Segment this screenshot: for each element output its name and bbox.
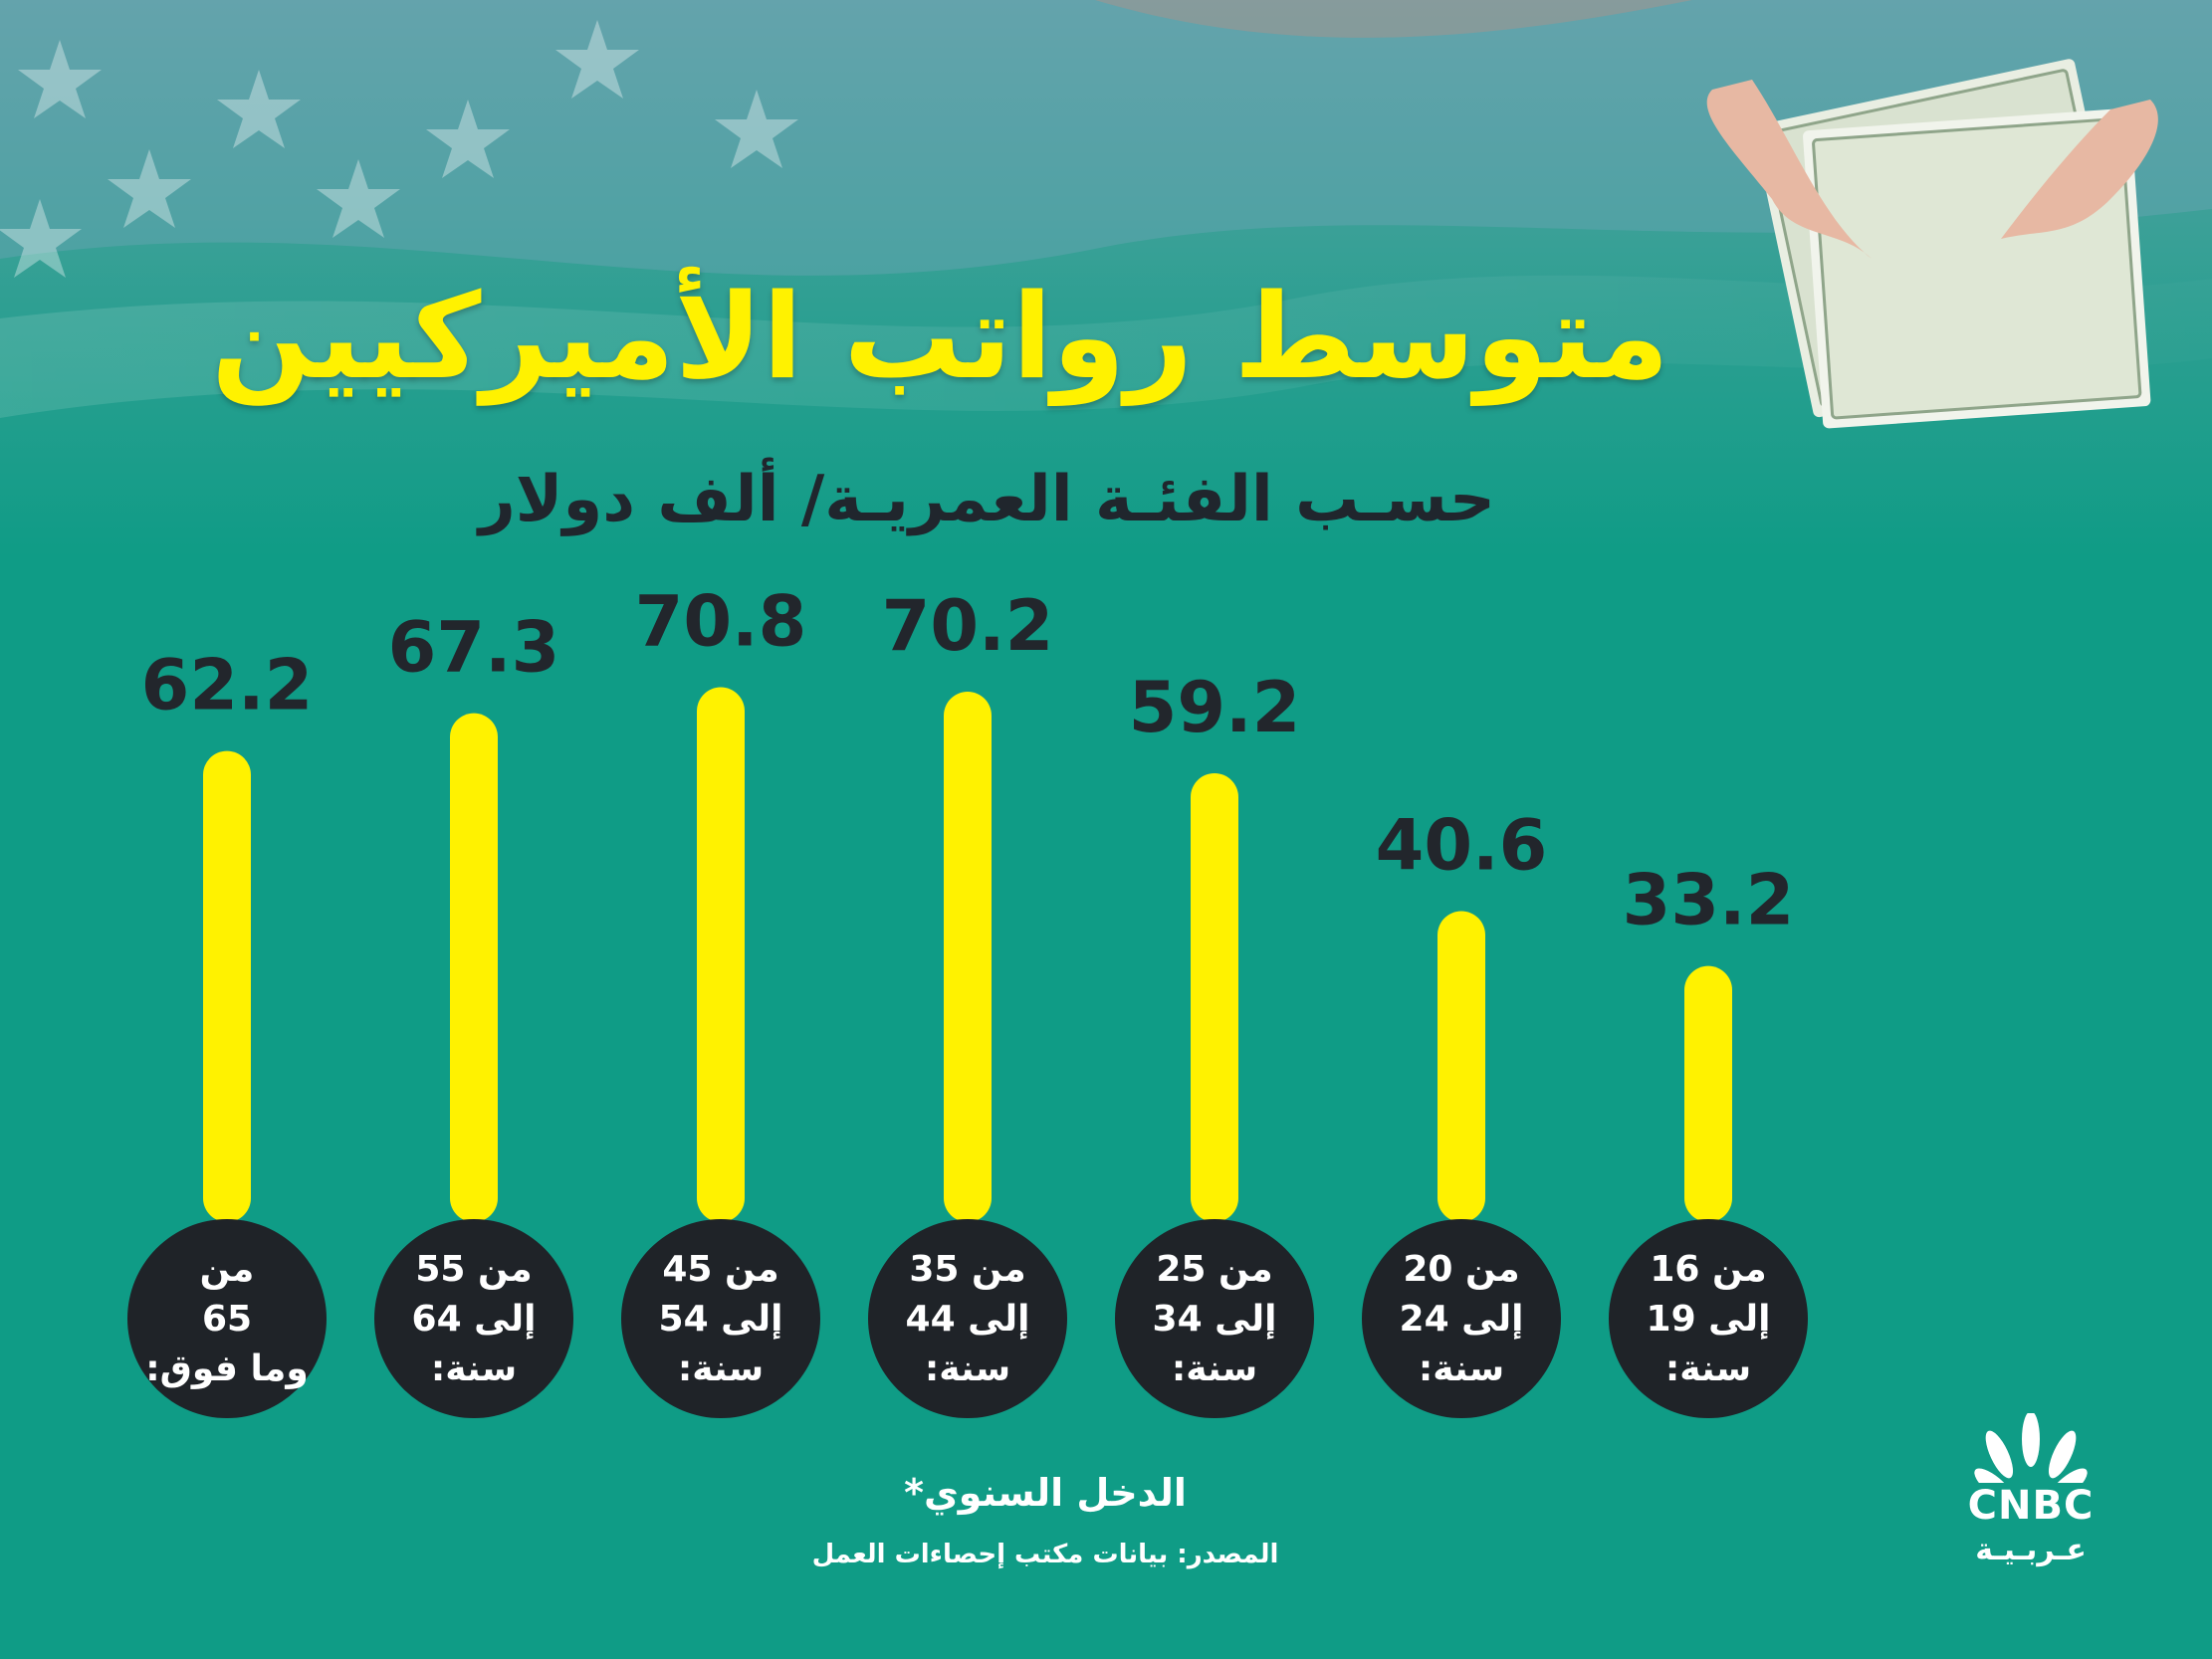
value-label-5: 40.6: [1376, 805, 1548, 887]
category-circle-6: [1609, 1219, 1808, 1418]
category-circle-5: [1362, 1219, 1561, 1418]
page-subtitle: حسـب الفئـة العمريـة/ ألف دولار: [478, 463, 1495, 536]
category-circle-3: [868, 1219, 1067, 1418]
bar-3: [944, 692, 992, 1222]
category-circle-4: [1115, 1219, 1314, 1418]
category-label-1-line-1: إلى 64: [412, 1299, 537, 1340]
category-label-6-line-2: سنة:: [1665, 1348, 1751, 1389]
value-label-1: 67.3: [388, 607, 560, 689]
bar-4: [1191, 772, 1238, 1222]
category-label-4-line-0: من 25: [1156, 1249, 1272, 1290]
category-label-5-line-2: سنة:: [1419, 1348, 1504, 1389]
category-label-3-line-0: من 35: [909, 1249, 1025, 1290]
bar-5: [1438, 911, 1485, 1222]
category-label-2-line-2: سنة:: [678, 1348, 764, 1389]
category-label-6-line-1: إلى 19: [1647, 1299, 1771, 1340]
category-label-0-line-1: 65: [202, 1299, 252, 1340]
bar-0: [203, 750, 251, 1222]
logo-brand: CNBC: [1967, 1483, 2095, 1529]
bar-2: [697, 687, 745, 1222]
value-label-2: 70.8: [635, 581, 807, 663]
category-circle-1: [374, 1219, 573, 1418]
value-label-0: 62.2: [141, 645, 314, 726]
logo-subtitle: عـربـيـة: [1975, 1533, 2087, 1567]
value-label-3: 70.2: [882, 585, 1054, 667]
category-label-3-line-2: سنة:: [925, 1348, 1010, 1389]
money-hands-image: [1706, 59, 2158, 429]
value-label-4: 59.2: [1129, 667, 1301, 748]
category-circle-0: [127, 1219, 327, 1418]
category-circle-2: [621, 1219, 820, 1418]
category-label-4-line-2: سنة:: [1172, 1348, 1257, 1389]
category-label-0-line-2: وما فوق:: [145, 1348, 308, 1389]
peacock-icon: [1974, 1411, 2088, 1503]
cnbc-logo: CNBC عـربـيـة: [1941, 1411, 2120, 1572]
category-label-1-line-2: سنة:: [431, 1348, 517, 1389]
page-title: متوسط رواتب الأميركيين: [211, 268, 1669, 405]
category-label-2-line-0: من 45: [662, 1249, 778, 1290]
category-label-3-line-1: إلى 44: [906, 1299, 1030, 1340]
category-label-4-line-1: إلى 34: [1153, 1299, 1277, 1340]
category-label-5-line-0: من 20: [1403, 1249, 1519, 1290]
category-label-5-line-1: إلى 24: [1400, 1299, 1524, 1340]
source-note: المصدر: بيانات مكتب إحصاءات العمل: [811, 1540, 1279, 1569]
bar-6: [1684, 965, 1732, 1222]
annual-income-note: الدخل السنوي*: [904, 1471, 1187, 1515]
value-label-6: 33.2: [1623, 860, 1795, 941]
category-label-2-line-1: إلى 54: [659, 1299, 783, 1340]
category-label-0-line-0: من: [200, 1249, 255, 1290]
category-label-1-line-0: من 55: [415, 1249, 532, 1290]
category-label-6-line-0: من 16: [1650, 1249, 1766, 1290]
bar-1: [450, 713, 498, 1222]
